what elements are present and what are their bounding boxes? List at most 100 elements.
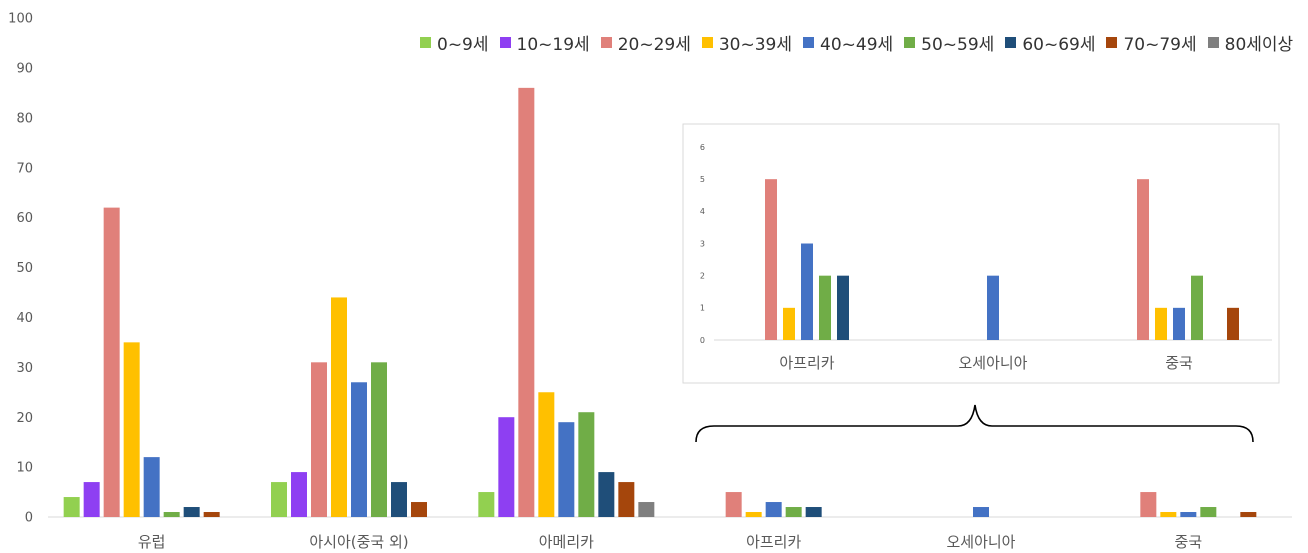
main-chart-bar: [725, 492, 742, 517]
main-chart-category-label: 중국: [1175, 533, 1203, 549]
main-chart-category-label: 오세아니아: [946, 533, 1015, 549]
legend-item: 70~79세: [1106, 30, 1197, 55]
main-chart-bar: [311, 362, 327, 517]
main-chart-bar: [163, 512, 180, 517]
main-chart-category-label: 아시아(중국 외): [309, 533, 408, 549]
main-chart-bar: [973, 507, 989, 517]
legend-label: 10~19세: [516, 35, 590, 55]
main-chart-y-tick-label: 50: [16, 261, 33, 276]
main-chart-bar: [1140, 492, 1157, 517]
inset-chart-y-tick-label: 0: [700, 336, 705, 345]
main-chart-bar: [63, 497, 80, 517]
main-chart-bar: [183, 507, 200, 517]
main-chart-bar: [1180, 512, 1197, 517]
legend-swatch: [1106, 37, 1118, 48]
inset-chart-y-tick-label: 6: [700, 143, 705, 152]
main-chart-bar: [765, 502, 782, 517]
main-chart-y-tick-label: 40: [16, 311, 33, 326]
main-chart-bar: [391, 482, 407, 517]
inset-chart-y-tick-label: 3: [700, 239, 705, 248]
legend-label: 0~9세: [437, 35, 489, 55]
inset-chart-bar: [987, 275, 999, 340]
inset-chart-bar: [1191, 275, 1203, 340]
legend-swatch: [1005, 37, 1017, 48]
legend-item: 20~29세: [600, 30, 691, 55]
legend-swatch: [600, 37, 612, 48]
main-chart-bar: [745, 512, 762, 517]
legend-item: 0~9세: [420, 30, 489, 55]
main-chart-bar: [371, 362, 387, 517]
main-chart-bar: [478, 492, 495, 517]
main-chart-bar: [331, 297, 347, 517]
zoom-brace: [695, 404, 1254, 443]
legend-label: 70~79세: [1123, 35, 1197, 55]
legend-swatch: [701, 37, 713, 48]
main-chart-bar: [83, 482, 100, 517]
legend-label: 20~29세: [617, 35, 691, 55]
main-chart-bar: [351, 382, 367, 517]
main-chart-y-tick-label: 80: [16, 111, 33, 126]
inset-chart-bar: [1227, 307, 1239, 340]
legend-label: 60~69세: [1022, 35, 1096, 55]
main-chart-y-tick-label: 10: [16, 461, 33, 476]
main-chart-bar: [785, 507, 802, 517]
main-chart-bar: [578, 412, 595, 517]
legend-item: 60~69세: [1005, 30, 1095, 55]
main-chart-y-tick-label: 30: [16, 361, 33, 376]
inset-chart-y-tick-label: 2: [700, 271, 705, 280]
legend-label: 80세이상: [1224, 35, 1294, 55]
inset-chart-bar: [783, 307, 795, 340]
main-chart-bar: [518, 87, 535, 518]
main-chart-y-tick-label: 60: [16, 211, 33, 226]
legend-label: 30~39세: [718, 35, 792, 55]
inset-chart-category-label: 오세아니아: [958, 354, 1027, 372]
main-chart-bar: [1160, 512, 1177, 517]
main-chart-y-tick-label: 70: [16, 161, 33, 176]
legend-item: 80세이상: [1207, 30, 1294, 55]
main-chart-bar: [558, 422, 575, 517]
legend-swatch: [499, 37, 511, 48]
main-chart-bar: [103, 207, 120, 517]
main-chart-category-label: 유럽: [138, 533, 166, 549]
legend-item: 40~49세: [803, 30, 893, 55]
inset-chart-y-tick-label: 5: [700, 175, 705, 184]
inset-chart-y-tick-label: 1: [700, 304, 705, 313]
main-chart-bar: [203, 512, 220, 517]
main-chart-category-label: 아메리카: [539, 533, 594, 549]
legend-swatch: [1207, 37, 1219, 48]
inset-chart-bar: [819, 275, 831, 340]
main-chart-bar: [123, 342, 140, 517]
main-chart-bar: [805, 507, 822, 517]
inset-chart-bar: [801, 243, 813, 340]
main-chart-y-tick-label: 100: [8, 12, 33, 27]
legend: 0~9세 10~19세 20~29세 30~39세 40~49세 50~59세 60~69세…: [420, 30, 1304, 55]
main-chart-bar: [638, 502, 655, 517]
inset-chart-category-label: 중국: [1165, 354, 1193, 372]
main-chart-y-tick-label: 90: [16, 61, 33, 76]
main-chart-bar: [143, 457, 160, 517]
main-chart-category-label: 아프리카: [746, 533, 801, 549]
inset-chart-y-tick-label: 4: [700, 207, 705, 216]
inset-chart-category-label: 아프리카: [779, 354, 834, 372]
legend-item: 30~39세: [701, 30, 792, 55]
inset-chart-bar: [1155, 307, 1167, 340]
main-chart-bar: [1200, 507, 1217, 517]
main-chart-bar: [498, 417, 515, 517]
inset-chart-group: 0 1 2 3 4 5 6 아프리카 오세아니아 중국: [682, 123, 1280, 384]
legend-swatch: [420, 37, 431, 48]
legend-item: 50~59세: [904, 30, 994, 55]
inset-chart-bar: [1137, 179, 1149, 340]
main-chart-bar: [618, 482, 635, 517]
main-chart-y-tick-label: 20: [16, 411, 33, 426]
legend-item: 10~19세: [499, 30, 590, 55]
inset-chart-bar: [1173, 307, 1185, 340]
inset-chart-bar: [837, 275, 849, 340]
main-chart-bar: [271, 482, 287, 517]
main-chart-y-tick-label: 0: [25, 511, 33, 526]
main-chart-bar: [411, 502, 427, 517]
main-chart-bar: [598, 472, 615, 517]
legend-label: 40~49세: [820, 35, 894, 55]
